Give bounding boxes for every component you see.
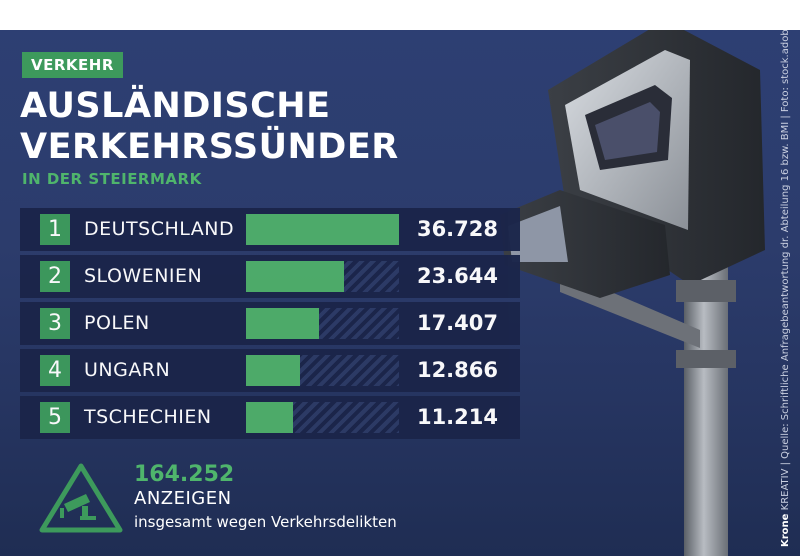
speed-camera-warning-icon (39, 463, 123, 533)
rank-badge: 2 (40, 261, 70, 292)
category-tag: VERKEHR (22, 52, 123, 78)
summary-block: 164.252 ANZEIGEN insgesamt wegen Verkehr… (38, 462, 458, 542)
ranking-row: 5 TSCHECHIEN 11.214 (20, 396, 520, 439)
value-label: 36.728 (416, 217, 498, 241)
value-label: 23.644 (416, 264, 498, 288)
infographic-canvas: VERKEHR AUSLÄNDISCHE VERKEHRSSÜNDER IN D… (0, 30, 800, 556)
total-label: ANZEIGEN (134, 488, 232, 509)
bar-track (246, 402, 399, 433)
speed-camera-photo (500, 30, 765, 556)
total-description: insgesamt wegen Verkehrsdelikten (134, 513, 397, 531)
value-label: 12.866 (416, 358, 498, 382)
value-label: 11.214 (416, 405, 498, 429)
source-text: | Quelle: Schriftliche Anfragebeantwortu… (780, 30, 791, 466)
ranking-row: 2 SLOWENIEN 23.644 (20, 255, 520, 298)
rank-badge: 4 (40, 355, 70, 386)
ranking-bar-chart: 1 DEUTSCHLAND 36.728 2 SLOWENIEN 23.644 3 POLEN… (20, 208, 520, 443)
value-label: 17.407 (416, 311, 498, 335)
country-label: UNGARN (84, 359, 171, 381)
rank-badge: 5 (40, 402, 70, 433)
bar-track (246, 261, 399, 292)
ranking-row: 3 POLEN 17.407 (20, 302, 520, 345)
bar-fill (246, 308, 319, 339)
bar-track (246, 214, 399, 245)
rank-badge: 3 (40, 308, 70, 339)
source-brand: KREATIV (780, 468, 791, 511)
country-label: SLOWENIEN (84, 265, 203, 287)
title-line-1: AUSLÄNDISCHE (20, 86, 331, 126)
country-label: POLEN (84, 312, 150, 334)
bar-fill (246, 261, 345, 292)
title-line-2: VERKEHRSSÜNDER (20, 127, 399, 167)
subtitle: IN DER STEIERMARK (22, 170, 202, 188)
ranking-row: 4 UNGARN 12.866 (20, 349, 520, 392)
country-label: TSCHECHIEN (84, 406, 212, 428)
bar-fill (246, 355, 300, 386)
country-label: DEUTSCHLAND (84, 218, 235, 240)
page-title: AUSLÄNDISCHE VERKEHRSSÜNDER (20, 86, 460, 168)
total-count: 164.252 (134, 462, 235, 487)
source-brand-bold: Krone (780, 513, 791, 547)
bar-fill (246, 214, 399, 245)
source-credit: Krone KREATIV | Quelle: Schriftliche Anf… (780, 30, 794, 547)
bar-track (246, 308, 399, 339)
bar-fill (246, 402, 293, 433)
bar-track (246, 355, 399, 386)
ranking-row: 1 DEUTSCHLAND 36.728 (20, 208, 520, 251)
rank-badge: 1 (40, 214, 70, 245)
